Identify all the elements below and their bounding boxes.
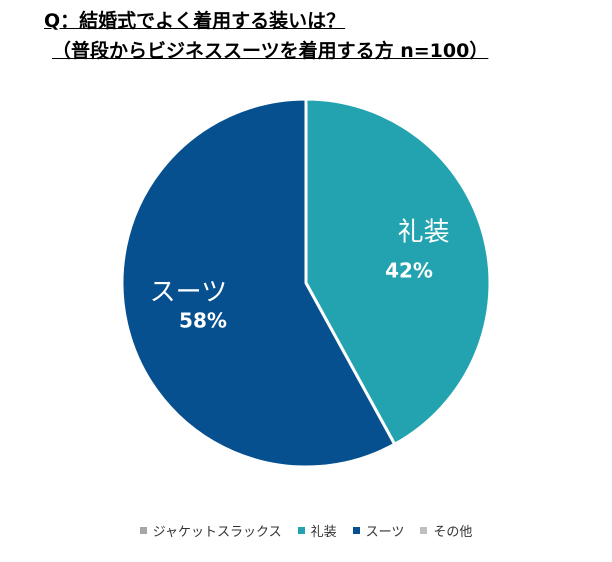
slice-name-label: 礼装 (398, 217, 450, 247)
legend-label: 礼装 (310, 525, 337, 540)
legend-swatch (352, 527, 360, 534)
slice-value-label: 42% (385, 258, 433, 282)
pie-slice-2 (120, 97, 397, 469)
chart-subtitle: （普段からビジネススーツを着用する方 n=100） (52, 40, 489, 62)
legend-item: ジャケットスラックス (139, 521, 282, 540)
legend-swatch (297, 527, 305, 534)
legend-item: その他 (420, 521, 472, 540)
legend-swatch (420, 527, 428, 534)
pie-slice-1 (304, 97, 492, 446)
legend-label: その他 (433, 525, 473, 540)
slice-value-label: 58% (179, 309, 227, 333)
legend-item: 礼装 (297, 521, 337, 540)
legend-swatch (139, 527, 147, 534)
legend: ジャケットスラックス 礼装 スーツ その他 (0, 521, 612, 540)
legend-label: スーツ (365, 525, 405, 540)
slice-name-label: スーツ (150, 278, 227, 308)
legend-item: スーツ (352, 521, 405, 540)
chart-title: Q：結婚式でよく着用する装いは？ (44, 10, 346, 32)
legend-label: ジャケットスラックス (152, 525, 282, 540)
